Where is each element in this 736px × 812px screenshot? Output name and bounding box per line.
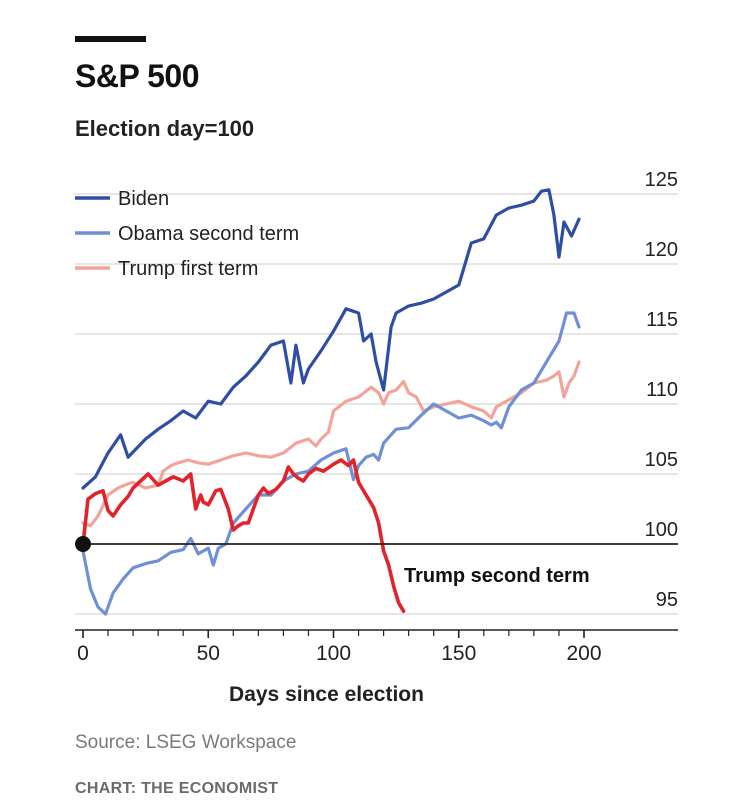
series-line-trump-first-term bbox=[81, 360, 581, 528]
series-line-obama-second-term bbox=[81, 311, 581, 616]
series-annotation-trump-second-term: Trump second term bbox=[404, 565, 590, 587]
y-axis-ticks: 95 100 105 110 115 120 125 bbox=[645, 169, 678, 611]
legend-label-trump-first-term: Trump first term bbox=[118, 258, 258, 280]
election-day-marker bbox=[75, 536, 91, 552]
series-line-biden bbox=[81, 188, 581, 490]
chart-title: S&P 500 bbox=[75, 58, 200, 94]
source-note: Source: LSEG Workspace bbox=[75, 732, 297, 753]
series-line-trump-second-term bbox=[81, 458, 406, 613]
legend-label-biden: Biden bbox=[118, 188, 169, 210]
x-tick-label-0: 0 bbox=[77, 642, 89, 665]
header-rule bbox=[75, 36, 146, 42]
y-tick-label-100: 100 bbox=[645, 519, 678, 541]
chart-subtitle: Election day=100 bbox=[75, 116, 255, 141]
x-tick-label-150: 150 bbox=[441, 642, 476, 665]
x-axis-label: Days since election bbox=[229, 683, 424, 706]
gridlines bbox=[75, 193, 678, 615]
x-axis: 0 50 100 150 200 bbox=[75, 629, 678, 665]
y-tick-label-110: 110 bbox=[646, 379, 678, 401]
legend: Biden Obama second term Trump first term bbox=[75, 188, 299, 280]
x-tick-label-50: 50 bbox=[197, 642, 220, 665]
x-tick-label-100: 100 bbox=[316, 642, 351, 665]
y-tick-label-95: 95 bbox=[656, 589, 678, 611]
x-tick-label-200: 200 bbox=[566, 642, 601, 665]
chart-credit: CHART: THE ECONOMIST bbox=[75, 780, 279, 797]
y-tick-label-115: 115 bbox=[646, 309, 678, 331]
y-tick-label-105: 105 bbox=[645, 449, 678, 471]
legend-label-obama-second-term: Obama second term bbox=[118, 223, 299, 245]
series-lines bbox=[75, 188, 678, 616]
y-tick-label-125: 125 bbox=[645, 169, 678, 191]
y-tick-label-120: 120 bbox=[645, 239, 678, 261]
